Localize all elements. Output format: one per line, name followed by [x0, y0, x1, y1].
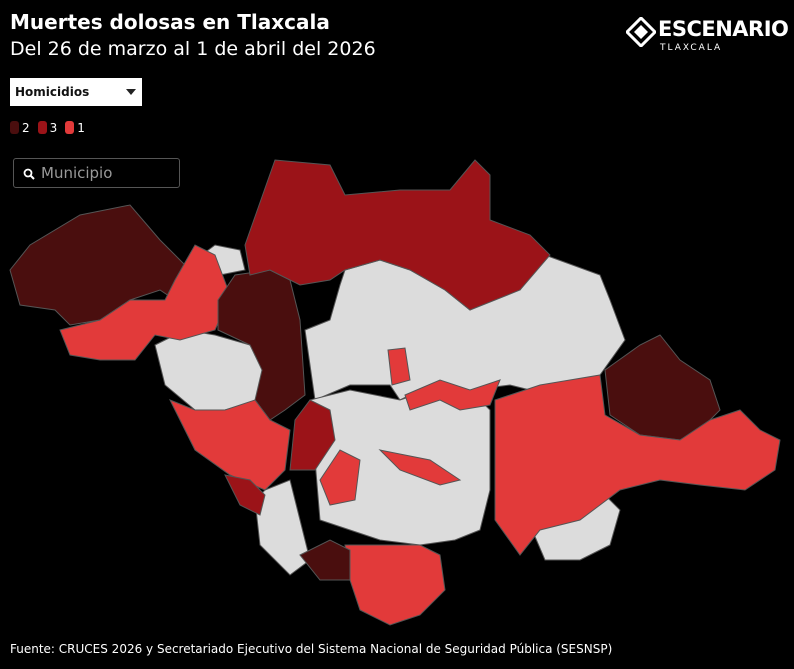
legend-swatch	[10, 121, 19, 134]
source: Fuente: CRUCES 2026 y Secretariado Ejecu…	[10, 642, 613, 656]
legend-swatch	[65, 121, 75, 134]
logo-place: TLAXCALA	[660, 43, 723, 53]
municipality[interactable]	[604, 334, 721, 441]
legend-label: 3	[49, 121, 58, 135]
legend-item[interactable]: 3	[37, 121, 58, 135]
municipality[interactable]	[344, 544, 446, 626]
subtitle: Del 26 de marzo al 1 de abril del 2026	[10, 38, 376, 60]
municipality[interactable]	[387, 347, 411, 386]
filter-dropdown[interactable]: Homicidios	[10, 78, 142, 106]
municipality[interactable]	[299, 539, 351, 581]
legend: 2 3 1	[10, 121, 85, 135]
search-icon	[23, 168, 35, 180]
search-placeholder: Municipio	[41, 164, 113, 182]
legend-label: 1	[77, 121, 85, 135]
legend-item[interactable]: 2	[10, 121, 30, 135]
legend-label: 2	[22, 121, 30, 135]
municipality[interactable]	[244, 159, 551, 311]
municipality[interactable]	[224, 474, 266, 516]
municipality[interactable]	[289, 399, 336, 471]
logo-name: ESCENARIO	[658, 17, 789, 41]
logo: ESCENARIO TLAXCALA	[624, 15, 789, 53]
municipality[interactable]	[254, 479, 311, 576]
municipality[interactable]	[378, 449, 462, 486]
municipality[interactable]	[319, 449, 361, 506]
legend-item[interactable]: 1	[65, 121, 85, 135]
search-box[interactable]: Municipio	[13, 158, 180, 188]
municipality[interactable]	[494, 374, 781, 556]
title: Muertes dolosas en Tlaxcala	[10, 10, 330, 34]
legend-swatch	[37, 121, 47, 134]
municipality[interactable]	[168, 399, 291, 491]
logo-icon	[624, 15, 658, 49]
municipality[interactable]	[404, 379, 501, 411]
